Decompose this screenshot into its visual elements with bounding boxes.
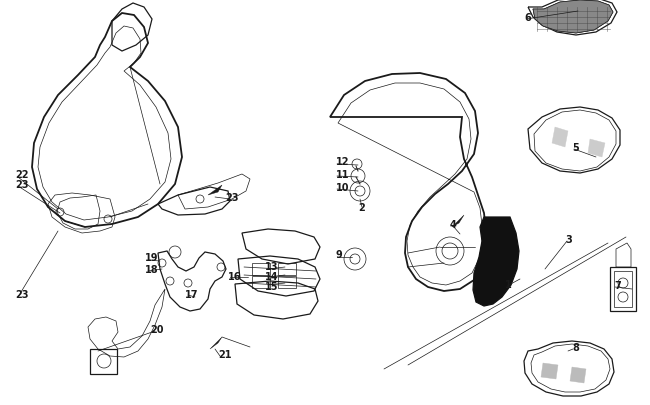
Polygon shape	[473, 217, 519, 306]
Text: 22: 22	[15, 170, 29, 179]
Text: 15: 15	[265, 281, 278, 291]
Text: 2: 2	[358, 202, 365, 213]
Text: 23: 23	[15, 289, 29, 299]
Text: 23: 23	[225, 192, 239, 202]
Text: 7: 7	[614, 280, 621, 290]
Polygon shape	[541, 363, 558, 379]
Polygon shape	[533, 1, 613, 34]
Polygon shape	[210, 337, 222, 349]
Polygon shape	[452, 215, 464, 228]
Polygon shape	[552, 128, 568, 148]
Text: 4: 4	[450, 220, 457, 230]
Text: 11: 11	[336, 170, 350, 179]
Text: 18: 18	[145, 264, 159, 274]
Polygon shape	[588, 140, 605, 158]
Text: 16: 16	[228, 271, 242, 281]
Text: 19: 19	[145, 252, 159, 262]
Text: 5: 5	[572, 143, 578, 153]
Text: 23: 23	[15, 179, 29, 190]
Text: 13: 13	[265, 261, 278, 271]
Text: 3: 3	[565, 234, 572, 244]
Text: 14: 14	[265, 271, 278, 281]
Text: 6: 6	[524, 13, 531, 23]
Text: 17: 17	[185, 289, 198, 299]
Text: 21: 21	[218, 349, 231, 359]
Text: 9: 9	[335, 249, 342, 259]
Polygon shape	[570, 367, 586, 383]
Text: 20: 20	[150, 324, 164, 334]
Text: 10: 10	[336, 183, 350, 192]
Polygon shape	[208, 185, 222, 196]
Text: 8: 8	[572, 342, 579, 352]
Text: 1: 1	[505, 279, 512, 289]
Text: 12: 12	[336, 157, 350, 166]
